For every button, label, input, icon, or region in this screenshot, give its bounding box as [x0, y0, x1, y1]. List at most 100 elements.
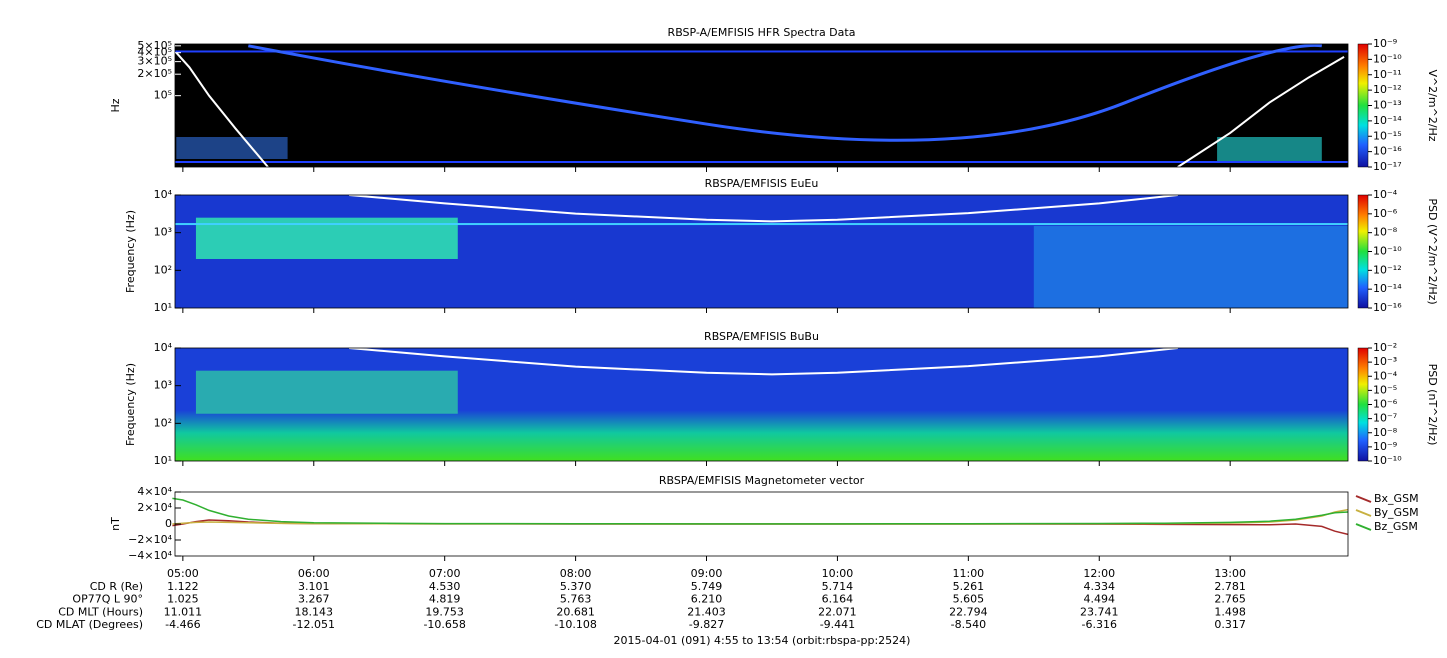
colorbar-tick-label: 10⁻¹⁷ — [1373, 160, 1402, 173]
ephemeris-value: 6.210 — [691, 593, 723, 606]
x-tick-label: 10:00 — [822, 567, 854, 580]
ephemeris-label: CD MLAT (Degrees) — [36, 618, 143, 631]
ephemeris-value: 4.819 — [429, 593, 461, 606]
ephemeris-value: 5.261 — [953, 580, 985, 593]
ephemeris-value: 18.143 — [295, 605, 334, 618]
colorbar-tick-label: 10⁻¹⁴ — [1373, 114, 1402, 127]
overlay-line — [349, 194, 1178, 223]
series-line — [172, 497, 1349, 525]
ephemeris-value: 5.605 — [953, 593, 985, 606]
spectrogram-band — [195, 370, 458, 414]
ephemeris-value: 22.071 — [818, 605, 857, 618]
y-tick-label: 10² — [154, 416, 172, 429]
plot-frame — [174, 194, 1349, 309]
ephemeris-value: 2.765 — [1214, 593, 1246, 606]
y-tick-label: 10⁴ — [154, 188, 173, 201]
ephemeris-value: 0.317 — [1214, 618, 1246, 631]
colorbar-tick-label: 10⁻⁷ — [1373, 412, 1397, 425]
colorbar-tick-label: 10⁻³ — [1373, 355, 1397, 368]
y-tick-label: 10² — [154, 263, 172, 276]
y-axis-label: Frequency (Hz) — [124, 210, 137, 293]
x-tick-label: 05:00 — [167, 567, 199, 580]
colorbar — [1357, 43, 1369, 168]
overlay-line — [349, 347, 1178, 376]
y-tick-label: 10³ — [154, 226, 172, 239]
legend-label: By_GSM — [1374, 506, 1419, 519]
ephemeris-value: 22.794 — [949, 605, 988, 618]
y-tick-label: 10¹ — [154, 454, 172, 467]
panel-title: RBSPA/EMFISIS Magnetometer vector — [659, 474, 865, 487]
ephemeris-value: 4.494 — [1084, 593, 1116, 606]
series-line — [172, 519, 1349, 536]
spectrogram-band — [175, 50, 1348, 53]
panel-title: RBSP-A/EMFISIS HFR Spectra Data — [668, 26, 856, 39]
legend-swatch — [1355, 495, 1372, 503]
ephemeris-label: OP77Q L 90° — [72, 593, 143, 606]
series-line — [172, 508, 1349, 525]
x-tick-label: 08:00 — [560, 567, 592, 580]
colorbar-label: PSD (nT^2/Hz) — [1426, 364, 1439, 446]
ephemeris-value: 21.403 — [687, 605, 726, 618]
colorbar-tick-label: 10⁻⁶ — [1373, 398, 1398, 411]
colorbar-tick-label: 10⁻⁹ — [1373, 37, 1397, 50]
spectrogram-band — [176, 137, 288, 159]
ephemeris-value: 2.781 — [1214, 580, 1246, 593]
legend-label: Bz_GSM — [1374, 520, 1418, 533]
colorbar-tick-label: 10⁻⁹ — [1373, 440, 1397, 453]
colorbar-label: V^2/m^2/Hz — [1426, 69, 1439, 141]
colorbar-tick-label: 10⁻¹⁴ — [1373, 282, 1402, 295]
y-tick-label: −2×10⁴ — [128, 533, 172, 546]
ephemeris-value: 5.370 — [560, 580, 592, 593]
y-tick-label: 3×10⁵ — [137, 55, 172, 68]
ephemeris-value: 5.714 — [822, 580, 854, 593]
y-tick-label: 10⁵ — [154, 89, 172, 102]
x-tick-label: 09:00 — [691, 567, 723, 580]
colorbar-tick-label: 10⁻² — [1373, 341, 1397, 354]
colorbar-tick-label: 10⁻¹⁰ — [1373, 52, 1402, 65]
ephemeris-value: 3.101 — [298, 580, 330, 593]
y-tick-label: 10³ — [154, 379, 172, 392]
y-tick-label: 2×10⁴ — [137, 501, 172, 514]
footer: 2015-04-01 (091) 4:55 to 13:54 (orbit:rb… — [614, 634, 911, 647]
y-tick-label: −4×10⁴ — [128, 549, 172, 562]
spectrogram-band — [1217, 137, 1322, 161]
x-tick-label: 13:00 — [1214, 567, 1246, 580]
colorbar — [1357, 194, 1369, 309]
x-tick-label: 11:00 — [952, 567, 984, 580]
spectrogram-band — [248, 43, 1323, 142]
plot-frame — [174, 43, 1349, 168]
legend-swatch — [1355, 509, 1372, 517]
colorbar-tick-label: 10⁻⁶ — [1373, 207, 1398, 220]
ephemeris-value: 1.498 — [1214, 605, 1246, 618]
plot-frame — [174, 347, 1349, 462]
x-tick-label: 06:00 — [298, 567, 330, 580]
colorbar — [1357, 347, 1369, 462]
ephemeris-value: 11.011 — [164, 605, 203, 618]
ephemeris-value: -10.658 — [423, 618, 465, 631]
y-tick-label: 10⁴ — [154, 341, 173, 354]
y-axis-label: Hz — [109, 98, 122, 112]
y-tick-label: 2×10⁵ — [137, 67, 172, 80]
ephemeris-value: -9.827 — [689, 618, 724, 631]
ephemeris-value: 19.753 — [425, 605, 464, 618]
ephemeris-value: -12.051 — [293, 618, 335, 631]
legend-label: Bx_GSM — [1374, 492, 1419, 505]
colorbar-tick-label: 10⁻⁸ — [1373, 226, 1398, 239]
colorbar-tick-label: 10⁻¹⁵ — [1373, 129, 1402, 142]
y-tick-label: 5×10⁵ — [137, 39, 172, 52]
ephemeris-value: 4.334 — [1084, 580, 1116, 593]
ephemeris-label: CD MLT (Hours) — [58, 605, 143, 618]
ephemeris-value: -10.108 — [554, 618, 596, 631]
ephemeris-value: 6.164 — [822, 593, 854, 606]
colorbar-tick-label: 10⁻¹² — [1373, 83, 1402, 96]
ephemeris-value: -4.466 — [165, 618, 200, 631]
ephemeris-value: 20.681 — [556, 605, 595, 618]
colorbar-tick-label: 10⁻¹³ — [1373, 99, 1402, 112]
x-tick-label: 12:00 — [1083, 567, 1115, 580]
overlay-line — [175, 52, 1345, 168]
panel-title: RBSPA/EMFISIS EuEu — [705, 177, 819, 190]
y-axis-label: Frequency (Hz) — [124, 363, 137, 446]
ephemeris-value: -6.316 — [1082, 618, 1117, 631]
colorbar-tick-label: 10⁻⁴ — [1373, 188, 1398, 201]
